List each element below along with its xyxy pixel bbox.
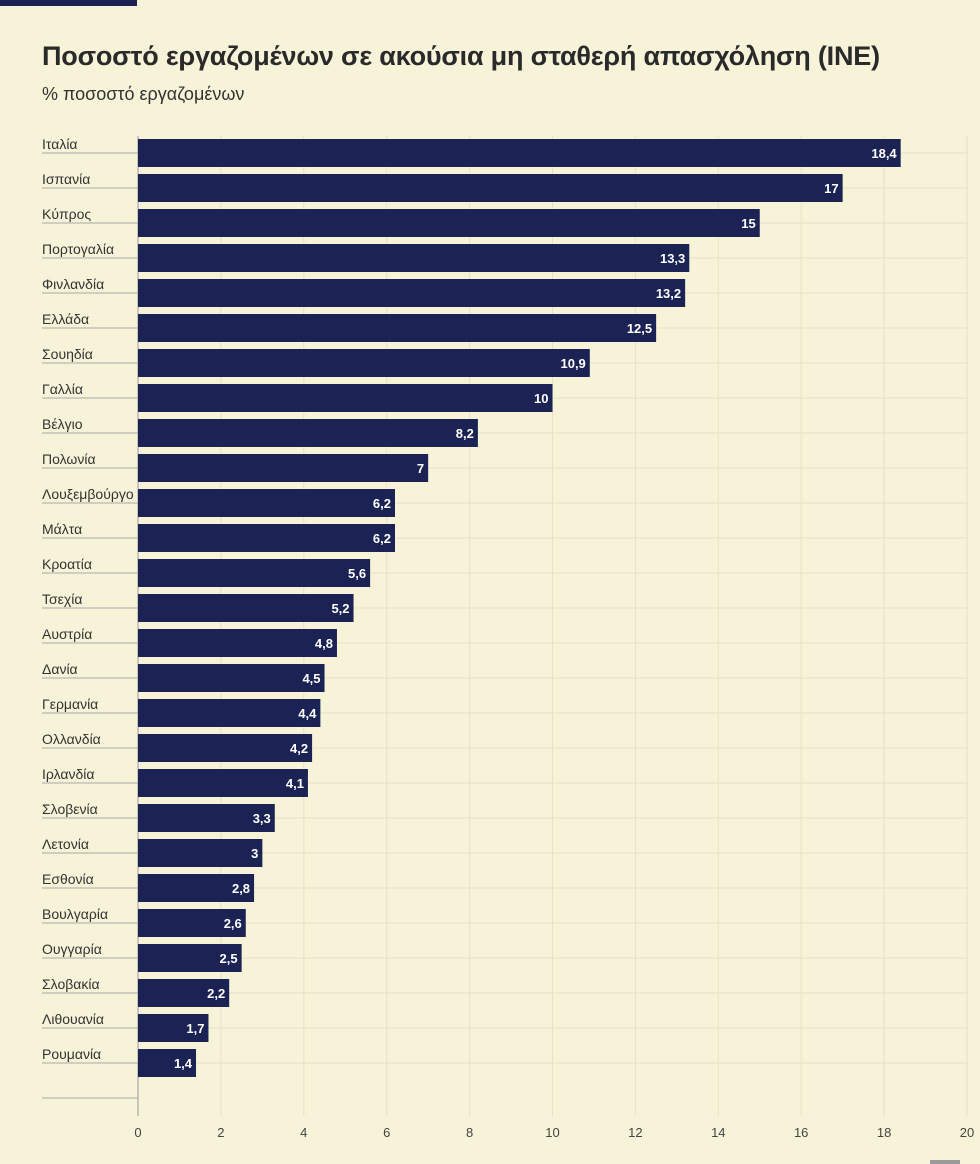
x-tick-label: 10 bbox=[545, 1125, 559, 1140]
value-label: 15 bbox=[741, 216, 755, 231]
bar bbox=[138, 804, 275, 832]
category-label: Δανία bbox=[42, 661, 78, 677]
x-tick-label: 20 bbox=[960, 1125, 974, 1140]
bar bbox=[138, 594, 354, 622]
bar bbox=[138, 874, 255, 902]
category-label: Λιθουανία bbox=[42, 1011, 104, 1027]
bar bbox=[138, 524, 395, 552]
bar bbox=[138, 244, 690, 272]
bar bbox=[138, 559, 371, 587]
bar bbox=[138, 909, 246, 937]
category-label: Πολωνία bbox=[42, 451, 96, 467]
value-label: 5,2 bbox=[331, 601, 349, 616]
value-label: 6,2 bbox=[373, 496, 391, 511]
value-label: 13,3 bbox=[660, 251, 685, 266]
category-label: Ιρλανδία bbox=[42, 766, 94, 782]
value-label: 5,6 bbox=[348, 566, 366, 581]
x-tick-label: 2 bbox=[217, 1125, 224, 1140]
category-label: Σουηδία bbox=[42, 346, 93, 362]
value-label: 18,4 bbox=[871, 146, 897, 161]
category-label: Ουγγαρία bbox=[42, 941, 102, 957]
value-label: 3,3 bbox=[253, 811, 271, 826]
value-label: 12,5 bbox=[627, 321, 652, 336]
chart-title: Ποσοστό εργαζομένων σε ακούσια μη σταθερ… bbox=[42, 41, 880, 71]
bar bbox=[138, 489, 395, 517]
x-tick-label: 4 bbox=[300, 1125, 307, 1140]
bar bbox=[138, 769, 308, 797]
value-label: 17 bbox=[824, 181, 838, 196]
value-label: 2,6 bbox=[224, 916, 242, 931]
value-label: 4,1 bbox=[286, 776, 304, 791]
value-label: 10,9 bbox=[560, 356, 585, 371]
bar bbox=[138, 209, 760, 237]
value-label: 4,8 bbox=[315, 636, 333, 651]
value-label: 4,4 bbox=[298, 706, 317, 721]
bar bbox=[138, 419, 478, 447]
category-label: Ρουμανία bbox=[42, 1046, 101, 1062]
bar bbox=[138, 314, 657, 342]
category-label: Φινλανδία bbox=[42, 276, 104, 292]
bar bbox=[138, 1049, 197, 1077]
value-label: 7 bbox=[417, 461, 424, 476]
category-label: Βουλγαρία bbox=[42, 906, 108, 922]
category-label: Γερμανία bbox=[42, 696, 98, 712]
bar bbox=[138, 699, 321, 727]
x-tick-label: 14 bbox=[711, 1125, 725, 1140]
category-label: Βέλγιο bbox=[42, 416, 83, 432]
category-label: Λουξεμβούργο bbox=[42, 486, 134, 502]
value-label: 8,2 bbox=[456, 426, 474, 441]
value-label: 3 bbox=[251, 846, 258, 861]
category-label: Πορτογαλία bbox=[42, 241, 114, 257]
value-label: 2,2 bbox=[207, 986, 225, 1001]
bar bbox=[138, 454, 429, 482]
bar bbox=[138, 174, 843, 202]
category-label: Σλοβακία bbox=[42, 976, 100, 992]
value-label: 4,2 bbox=[290, 741, 308, 756]
category-label: Γαλλία bbox=[42, 381, 83, 397]
category-label: Ισπανία bbox=[42, 171, 90, 187]
category-label: Ολλανδία bbox=[42, 731, 101, 747]
bar bbox=[138, 629, 337, 657]
value-label: 2,5 bbox=[220, 951, 238, 966]
bar bbox=[138, 664, 325, 692]
bar bbox=[138, 349, 590, 377]
category-label: Ελλάδα bbox=[42, 311, 89, 327]
value-label: 1,7 bbox=[186, 1021, 204, 1036]
category-label: Μάλτα bbox=[42, 521, 82, 537]
category-label: Κύπρος bbox=[42, 206, 91, 222]
chart-subtitle: % ποσοστό εργαζομένων bbox=[42, 84, 245, 104]
bar bbox=[138, 1014, 209, 1042]
bar bbox=[138, 944, 242, 972]
x-tick-label: 12 bbox=[628, 1125, 642, 1140]
bar bbox=[138, 979, 230, 1007]
category-label: Κροατία bbox=[42, 556, 92, 572]
x-tick-label: 16 bbox=[794, 1125, 808, 1140]
bar bbox=[138, 839, 263, 867]
x-tick-label: 18 bbox=[877, 1125, 891, 1140]
bar bbox=[138, 279, 686, 307]
value-label: 2,8 bbox=[232, 881, 250, 896]
bar bbox=[138, 734, 313, 762]
category-label: Σλοβενία bbox=[42, 801, 98, 817]
bar bbox=[138, 384, 553, 412]
category-label: Λετονία bbox=[42, 836, 89, 852]
category-label: Εσθονία bbox=[42, 871, 94, 887]
x-tick-label: 8 bbox=[466, 1125, 473, 1140]
x-tick-label: 6 bbox=[383, 1125, 390, 1140]
value-label: 10 bbox=[534, 391, 548, 406]
top-accent-bar bbox=[0, 0, 137, 6]
bar bbox=[138, 139, 901, 167]
category-label: Ιταλία bbox=[42, 136, 78, 152]
value-label: 13,2 bbox=[656, 286, 681, 301]
bottom-accent-mark bbox=[930, 1160, 960, 1164]
x-tick-label: 0 bbox=[134, 1125, 141, 1140]
category-label: Τσεχία bbox=[42, 591, 82, 607]
value-label: 1,4 bbox=[174, 1056, 193, 1071]
category-label: Αυστρία bbox=[42, 626, 92, 642]
value-label: 4,5 bbox=[302, 671, 320, 686]
value-label: 6,2 bbox=[373, 531, 391, 546]
